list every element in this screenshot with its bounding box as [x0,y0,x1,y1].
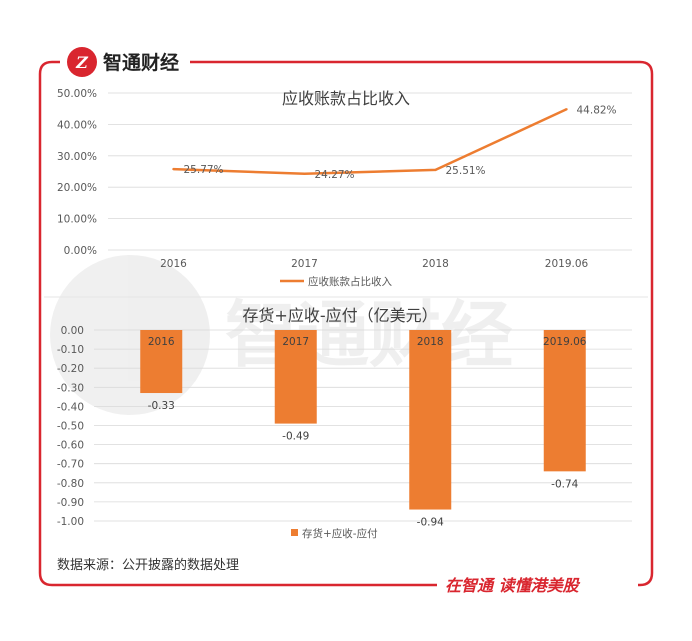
data-label: 24.27% [315,169,355,181]
data-point [172,167,175,171]
y-tick-label: -0.50 [57,421,84,433]
data-point [565,108,568,111]
legend-swatch [291,529,298,536]
chart-title: 存货+应收-应付（亿美元） [242,306,437,325]
data-label: 25.51% [446,165,486,177]
x-tick-label: 2019.06 [545,258,589,270]
y-tick-label: -0.10 [57,344,84,356]
chart-title: 应收账款占比收入 [282,89,410,108]
series-line [173,108,568,176]
legend-label: 应收账款占比收入 [308,275,392,288]
source-note: 数据来源：公开披露的数据处理 [57,557,239,573]
logo-mark: Z [75,53,89,72]
data-label: -0.33 [148,400,175,412]
watermark-text: 智通财经 [225,293,513,377]
y-tick-label: -0.90 [57,497,84,509]
y-tick-label: -0.60 [57,440,84,452]
y-tick-label: 10.00% [57,214,97,226]
y-tick-label: -0.20 [57,363,84,375]
y-tick-label: -1.00 [57,516,84,528]
y-tick-label: -0.70 [57,459,84,471]
logo-icon [67,47,97,77]
data-label: -0.94 [417,517,444,529]
brand-name: 智通财经 [103,51,179,74]
y-tick-label: 0.00 [61,325,84,337]
data-label: 44.82% [577,104,617,116]
data-point [303,172,306,175]
x-tick-label: 2017 [282,336,309,348]
y-tick-label: 0.00% [64,245,97,257]
x-tick-label: 2018 [422,258,449,270]
y-tick-label: 40.00% [57,119,97,131]
bar [140,330,183,394]
y-tick-label: 20.00% [57,182,97,194]
bar [274,330,317,424]
x-tick-label: 2016 [160,258,187,270]
data-label: -0.49 [282,431,309,443]
brand-header: Z 智通财经 [67,47,179,77]
data-point [434,168,437,172]
bar [409,330,452,510]
x-tick-label: 2016 [148,336,175,348]
x-tick-label: 2017 [291,258,318,270]
bar-chart: 0.00 -0.10 -0.20 -0.30 -0.40 -0.50 -0.60 -0.70 -… [57,306,632,540]
y-tick-label: 30.00% [57,151,97,163]
data-label: -0.74 [551,478,578,490]
frame-border [38,60,654,587]
x-tick-label: 2018 [417,336,444,348]
watermark: 智通财经 [50,255,513,415]
line-chart: 50.00% 40.00% 30.00% 20.00% 10.00% 0.00% 应收账款占… [57,88,632,288]
y-tick-label: -0.80 [57,478,84,490]
bar [543,330,586,472]
data-label: 25.77% [184,164,224,176]
y-tick-label: -0.40 [57,401,84,413]
legend-label: 存货+应收-应付 [302,527,378,540]
y-tick-label: 50.00% [57,88,97,100]
y-tick-label: -0.30 [57,382,84,394]
x-tick-label: 2019.06 [543,336,587,348]
slogan: 在智通 读懂港美股 [445,576,581,595]
